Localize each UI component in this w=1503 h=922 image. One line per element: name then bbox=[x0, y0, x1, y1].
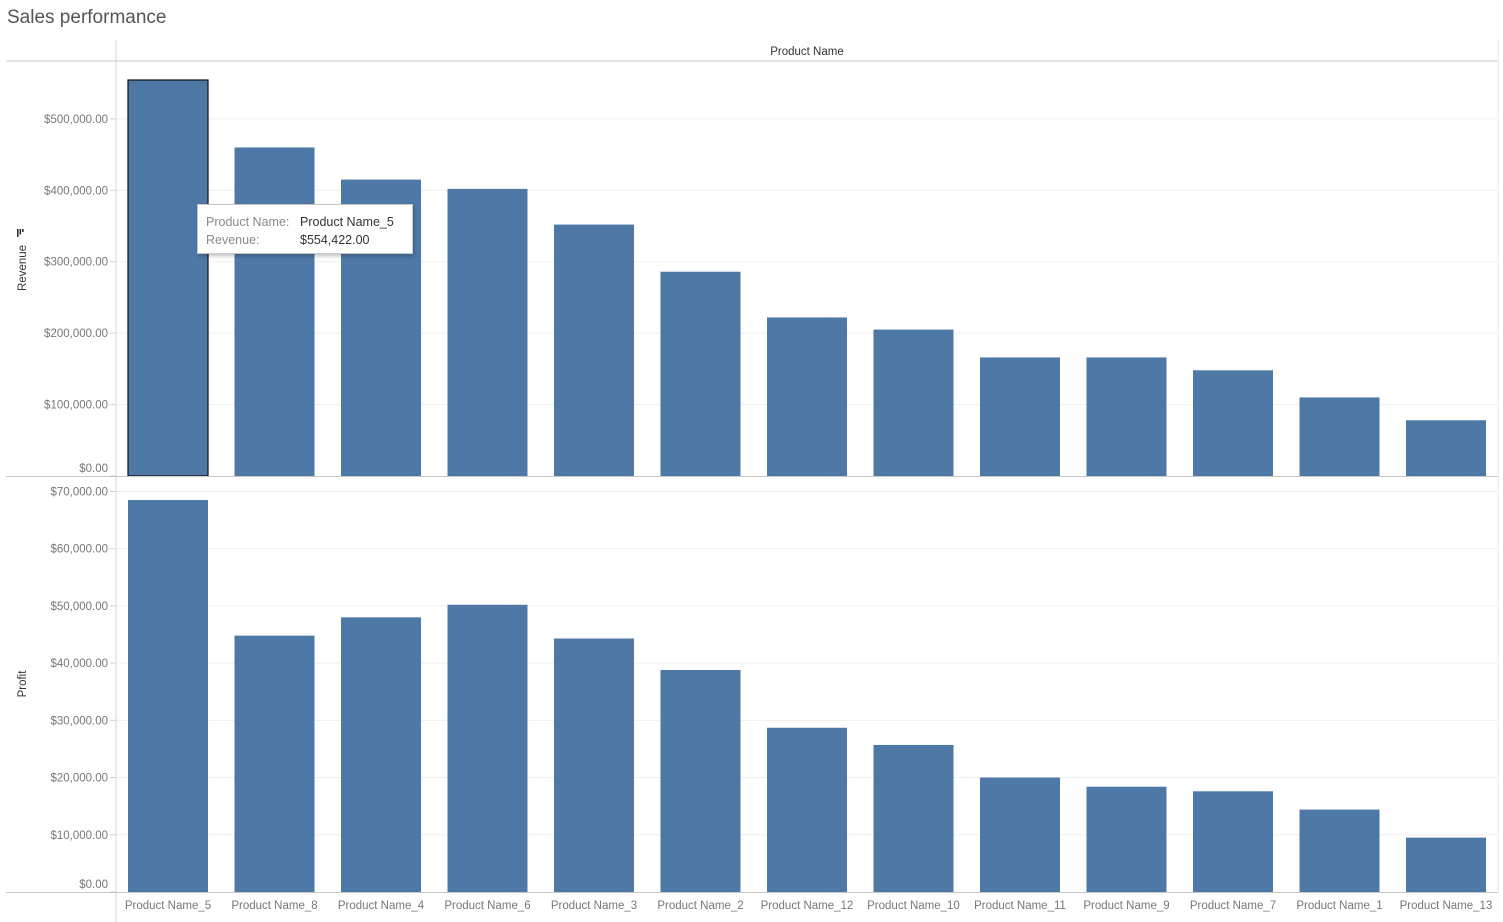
column-header-product-name: Product Name bbox=[770, 46, 844, 58]
y-axis-title: Revenue bbox=[17, 245, 29, 291]
bar-profit-product-name-13[interactable] bbox=[1406, 837, 1486, 892]
y-tick-label: $0.00 bbox=[79, 463, 108, 475]
bar-revenue-product-name-12[interactable] bbox=[767, 317, 847, 476]
y-tick-label: $50,000.00 bbox=[50, 601, 108, 613]
y-tick-label: $0.00 bbox=[79, 879, 108, 891]
x-category-label: Product Name_13 bbox=[1400, 900, 1493, 912]
bar-revenue-product-name-11[interactable] bbox=[980, 357, 1060, 476]
tooltip-key: Product Name: bbox=[206, 215, 290, 229]
y-tick-label: $60,000.00 bbox=[50, 544, 108, 556]
x-category-label: Product Name_2 bbox=[657, 900, 743, 912]
y-tick-label: $10,000.00 bbox=[50, 830, 108, 842]
bar-revenue-product-name-10[interactable] bbox=[873, 329, 954, 476]
y-tick-label: $300,000.00 bbox=[44, 257, 108, 269]
x-category-label: Product Name_12 bbox=[761, 900, 854, 912]
bar-profit-product-name-1[interactable] bbox=[1299, 809, 1380, 892]
bar-profit-product-name-2[interactable] bbox=[660, 669, 741, 892]
y-tick-label: $200,000.00 bbox=[44, 328, 108, 340]
sort-descending-icon[interactable] bbox=[19, 229, 22, 235]
x-category-label: Product Name_5 bbox=[125, 900, 211, 912]
dashboard-title: Sales performance bbox=[7, 7, 167, 28]
sort-descending-icon[interactable] bbox=[17, 229, 19, 237]
x-category-label: Product Name_6 bbox=[444, 900, 530, 912]
x-category-label: Product Name_9 bbox=[1083, 900, 1169, 912]
tooltip-value: $554,422.00 bbox=[300, 233, 370, 247]
x-category-label: Product Name_7 bbox=[1190, 900, 1276, 912]
bar-profit-product-name-12[interactable] bbox=[767, 727, 847, 892]
bar-tooltip: Product Name: Product Name_5 Revenue: $5… bbox=[197, 204, 413, 254]
x-category-label: Product Name_4 bbox=[338, 900, 425, 912]
tooltip-row-revenue: Revenue: $554,422.00 bbox=[206, 231, 412, 249]
bar-revenue-product-name-3[interactable] bbox=[554, 224, 634, 476]
tooltip-key: Revenue: bbox=[206, 233, 260, 247]
y-tick-label: $400,000.00 bbox=[44, 185, 108, 197]
y-tick-label: $70,000.00 bbox=[50, 486, 108, 498]
y-axis-title: Profit bbox=[17, 670, 29, 698]
bar-revenue-product-name-8[interactable] bbox=[234, 147, 315, 477]
bar-profit-product-name-6[interactable] bbox=[447, 604, 528, 892]
bar-profit-product-name-11[interactable] bbox=[980, 777, 1060, 892]
x-category-label: Product Name_10 bbox=[867, 900, 960, 912]
bar-revenue-product-name-2[interactable] bbox=[660, 271, 741, 476]
y-tick-label: $500,000.00 bbox=[44, 114, 108, 126]
x-category-label: Product Name_11 bbox=[974, 900, 1066, 912]
bar-profit-product-name-10[interactable] bbox=[873, 744, 954, 892]
x-category-label: Product Name_8 bbox=[231, 900, 317, 912]
sort-descending-icon[interactable] bbox=[22, 229, 24, 232]
bar-profit-product-name-8[interactable] bbox=[234, 635, 315, 892]
bar-profit-product-name-7[interactable] bbox=[1193, 791, 1273, 892]
bar-revenue-product-name-9[interactable] bbox=[1086, 357, 1167, 476]
bar-profit-product-name-5[interactable] bbox=[128, 500, 208, 892]
bar-profit-product-name-4[interactable] bbox=[341, 617, 421, 892]
tooltip-value: Product Name_5 bbox=[300, 215, 394, 229]
bar-revenue-product-name-13[interactable] bbox=[1406, 420, 1486, 476]
y-tick-label: $20,000.00 bbox=[50, 773, 108, 785]
x-category-label: Product Name_3 bbox=[551, 900, 637, 912]
x-category-label: Product Name_1 bbox=[1296, 900, 1382, 912]
bar-revenue-product-name-7[interactable] bbox=[1193, 370, 1273, 476]
bar-profit-product-name-9[interactable] bbox=[1086, 786, 1167, 892]
bar-revenue-product-name-5[interactable] bbox=[127, 79, 209, 477]
y-tick-label: $100,000.00 bbox=[44, 400, 108, 412]
bar-revenue-product-name-1[interactable] bbox=[1299, 397, 1380, 476]
y-tick-label: $30,000.00 bbox=[50, 715, 108, 727]
tooltip-row-product: Product Name: Product Name_5 bbox=[206, 213, 412, 231]
bar-profit-product-name-3[interactable] bbox=[554, 638, 634, 892]
bar-revenue-product-name-6[interactable] bbox=[447, 188, 528, 476]
y-tick-label: $40,000.00 bbox=[50, 658, 108, 670]
